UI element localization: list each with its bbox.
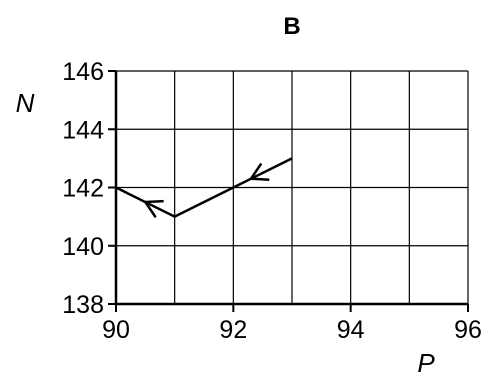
series-arrowhead: [248, 162, 270, 181]
chart-title: B: [283, 13, 300, 40]
ticks: 90 92 94 96 138 140 142 144 146: [62, 58, 482, 344]
series: [115, 157, 293, 219]
y-tick-label: 144: [62, 116, 104, 144]
series-arrowhead: [143, 199, 164, 218]
y-tick-label: 142: [62, 175, 104, 203]
y-tick-label: 138: [62, 291, 104, 319]
x-tick-label: 92: [219, 316, 247, 344]
x-axis-label: P: [417, 348, 435, 374]
x-tick-label: 96: [454, 316, 482, 344]
y-tick-label: 140: [62, 233, 104, 261]
y-axis-label: N: [16, 88, 35, 118]
grid: [116, 70, 469, 304]
x-tick-label: 90: [102, 316, 130, 344]
y-tick-label: 146: [62, 58, 104, 86]
x-tick-label: 94: [337, 316, 365, 344]
